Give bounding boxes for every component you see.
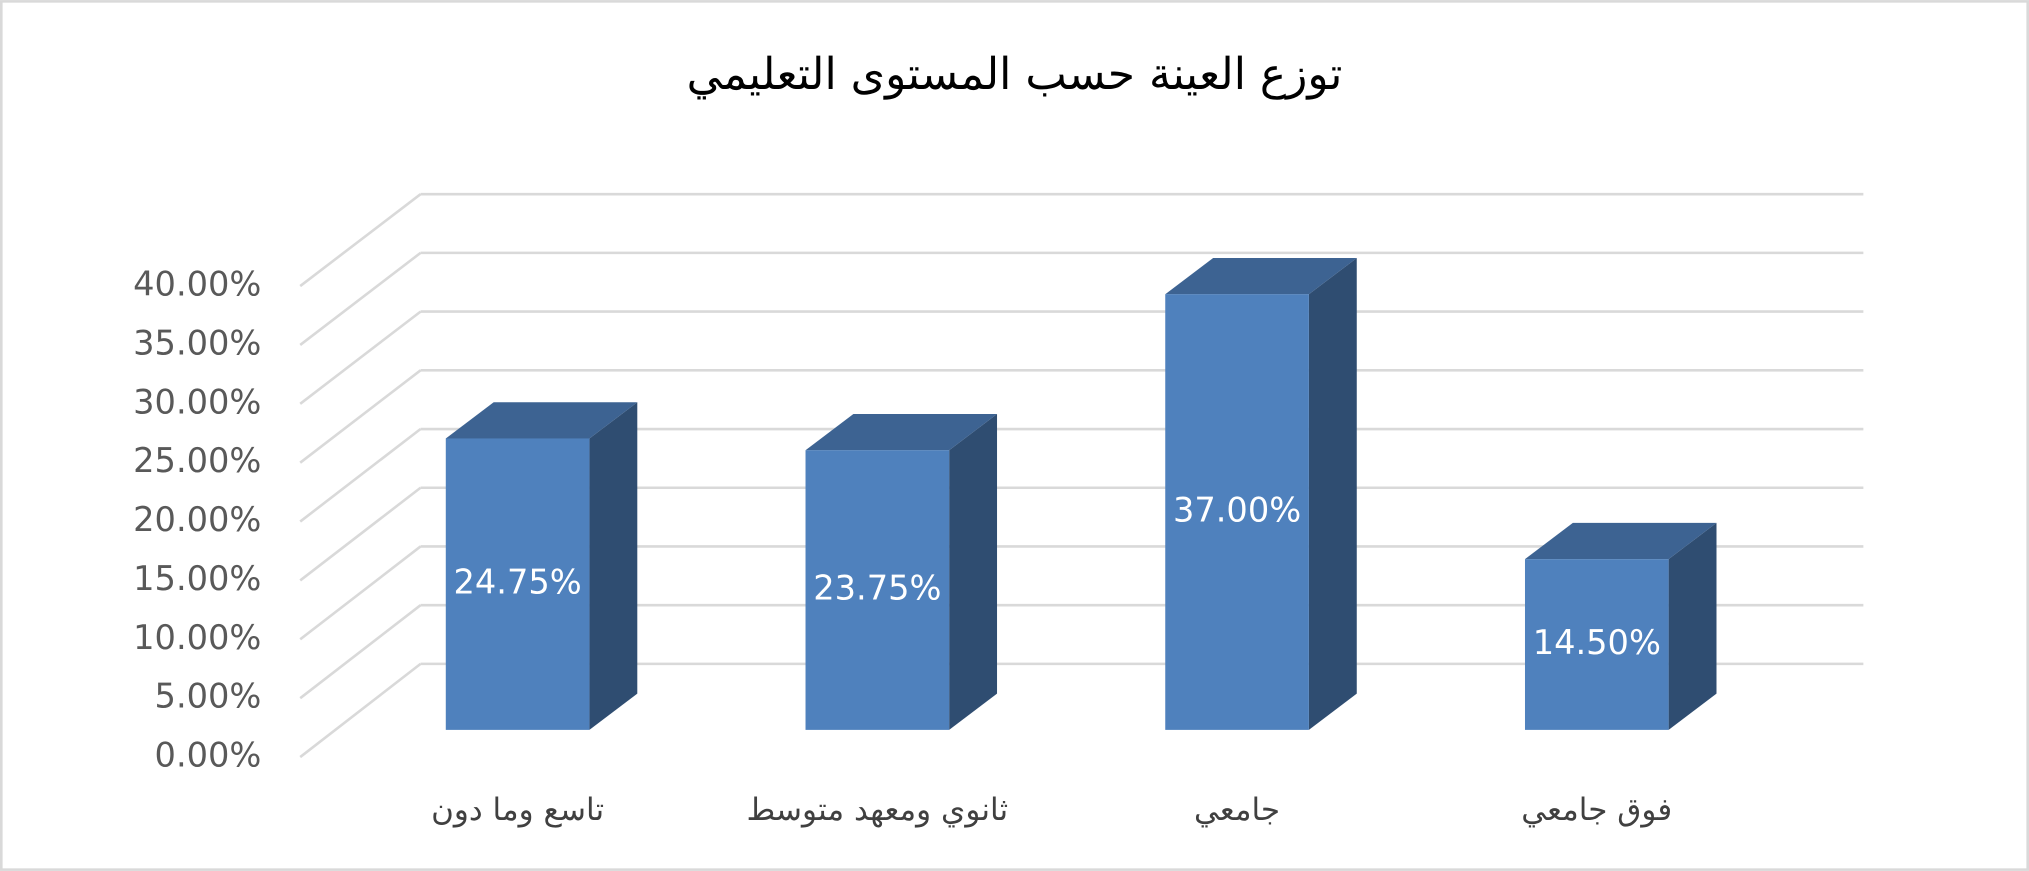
bar-top: [1524, 522, 1717, 560]
x-tick-label: تاسع وما دون: [431, 792, 604, 828]
grid-line: [299, 604, 422, 700]
bar-side: [1308, 257, 1357, 730]
y-tick-label: 30.00%: [133, 382, 261, 421]
bar: [1165, 294, 1309, 730]
bar: [1524, 559, 1669, 730]
y-tick-label: 35.00%: [133, 323, 261, 362]
value-label: 24.75%: [453, 563, 581, 602]
bar-side: [1668, 522, 1717, 730]
bar-side: [949, 413, 998, 730]
y-tick-label: 10.00%: [133, 618, 261, 657]
bar-top: [445, 402, 638, 439]
bar: [805, 450, 950, 730]
x-tick-label: ثانوي ومعهد متوسط: [747, 792, 1009, 828]
grid-line: [299, 251, 422, 346]
grid-line: [299, 310, 422, 405]
x-tick-label: جامعي: [1194, 792, 1280, 828]
chart-title: توزع العينة حسب المستوى التعليمي: [687, 49, 1343, 100]
grid-line: [299, 193, 422, 288]
bar-top: [1165, 257, 1357, 295]
x-tick-label: فوق جامعي: [1521, 792, 1672, 828]
grid-line: [299, 486, 422, 582]
grid-line: [299, 545, 422, 641]
value-label: 23.75%: [813, 569, 941, 608]
y-tick-label: 25.00%: [133, 441, 261, 480]
bar-top: [805, 413, 998, 451]
grid-line: [299, 369, 422, 464]
bar-side: [589, 402, 638, 730]
value-label: 37.00%: [1173, 491, 1301, 530]
bar: [445, 438, 590, 730]
y-tick-label: 15.00%: [133, 559, 261, 598]
y-tick-label: 5.00%: [155, 677, 262, 716]
y-tick-label: 0.00%: [155, 736, 262, 775]
value-label: 14.50%: [1533, 623, 1661, 662]
grid-line: [299, 662, 422, 759]
grid-line: [299, 428, 422, 523]
y-tick-label: 40.00%: [133, 265, 261, 304]
y-tick-label: 20.00%: [133, 500, 261, 539]
